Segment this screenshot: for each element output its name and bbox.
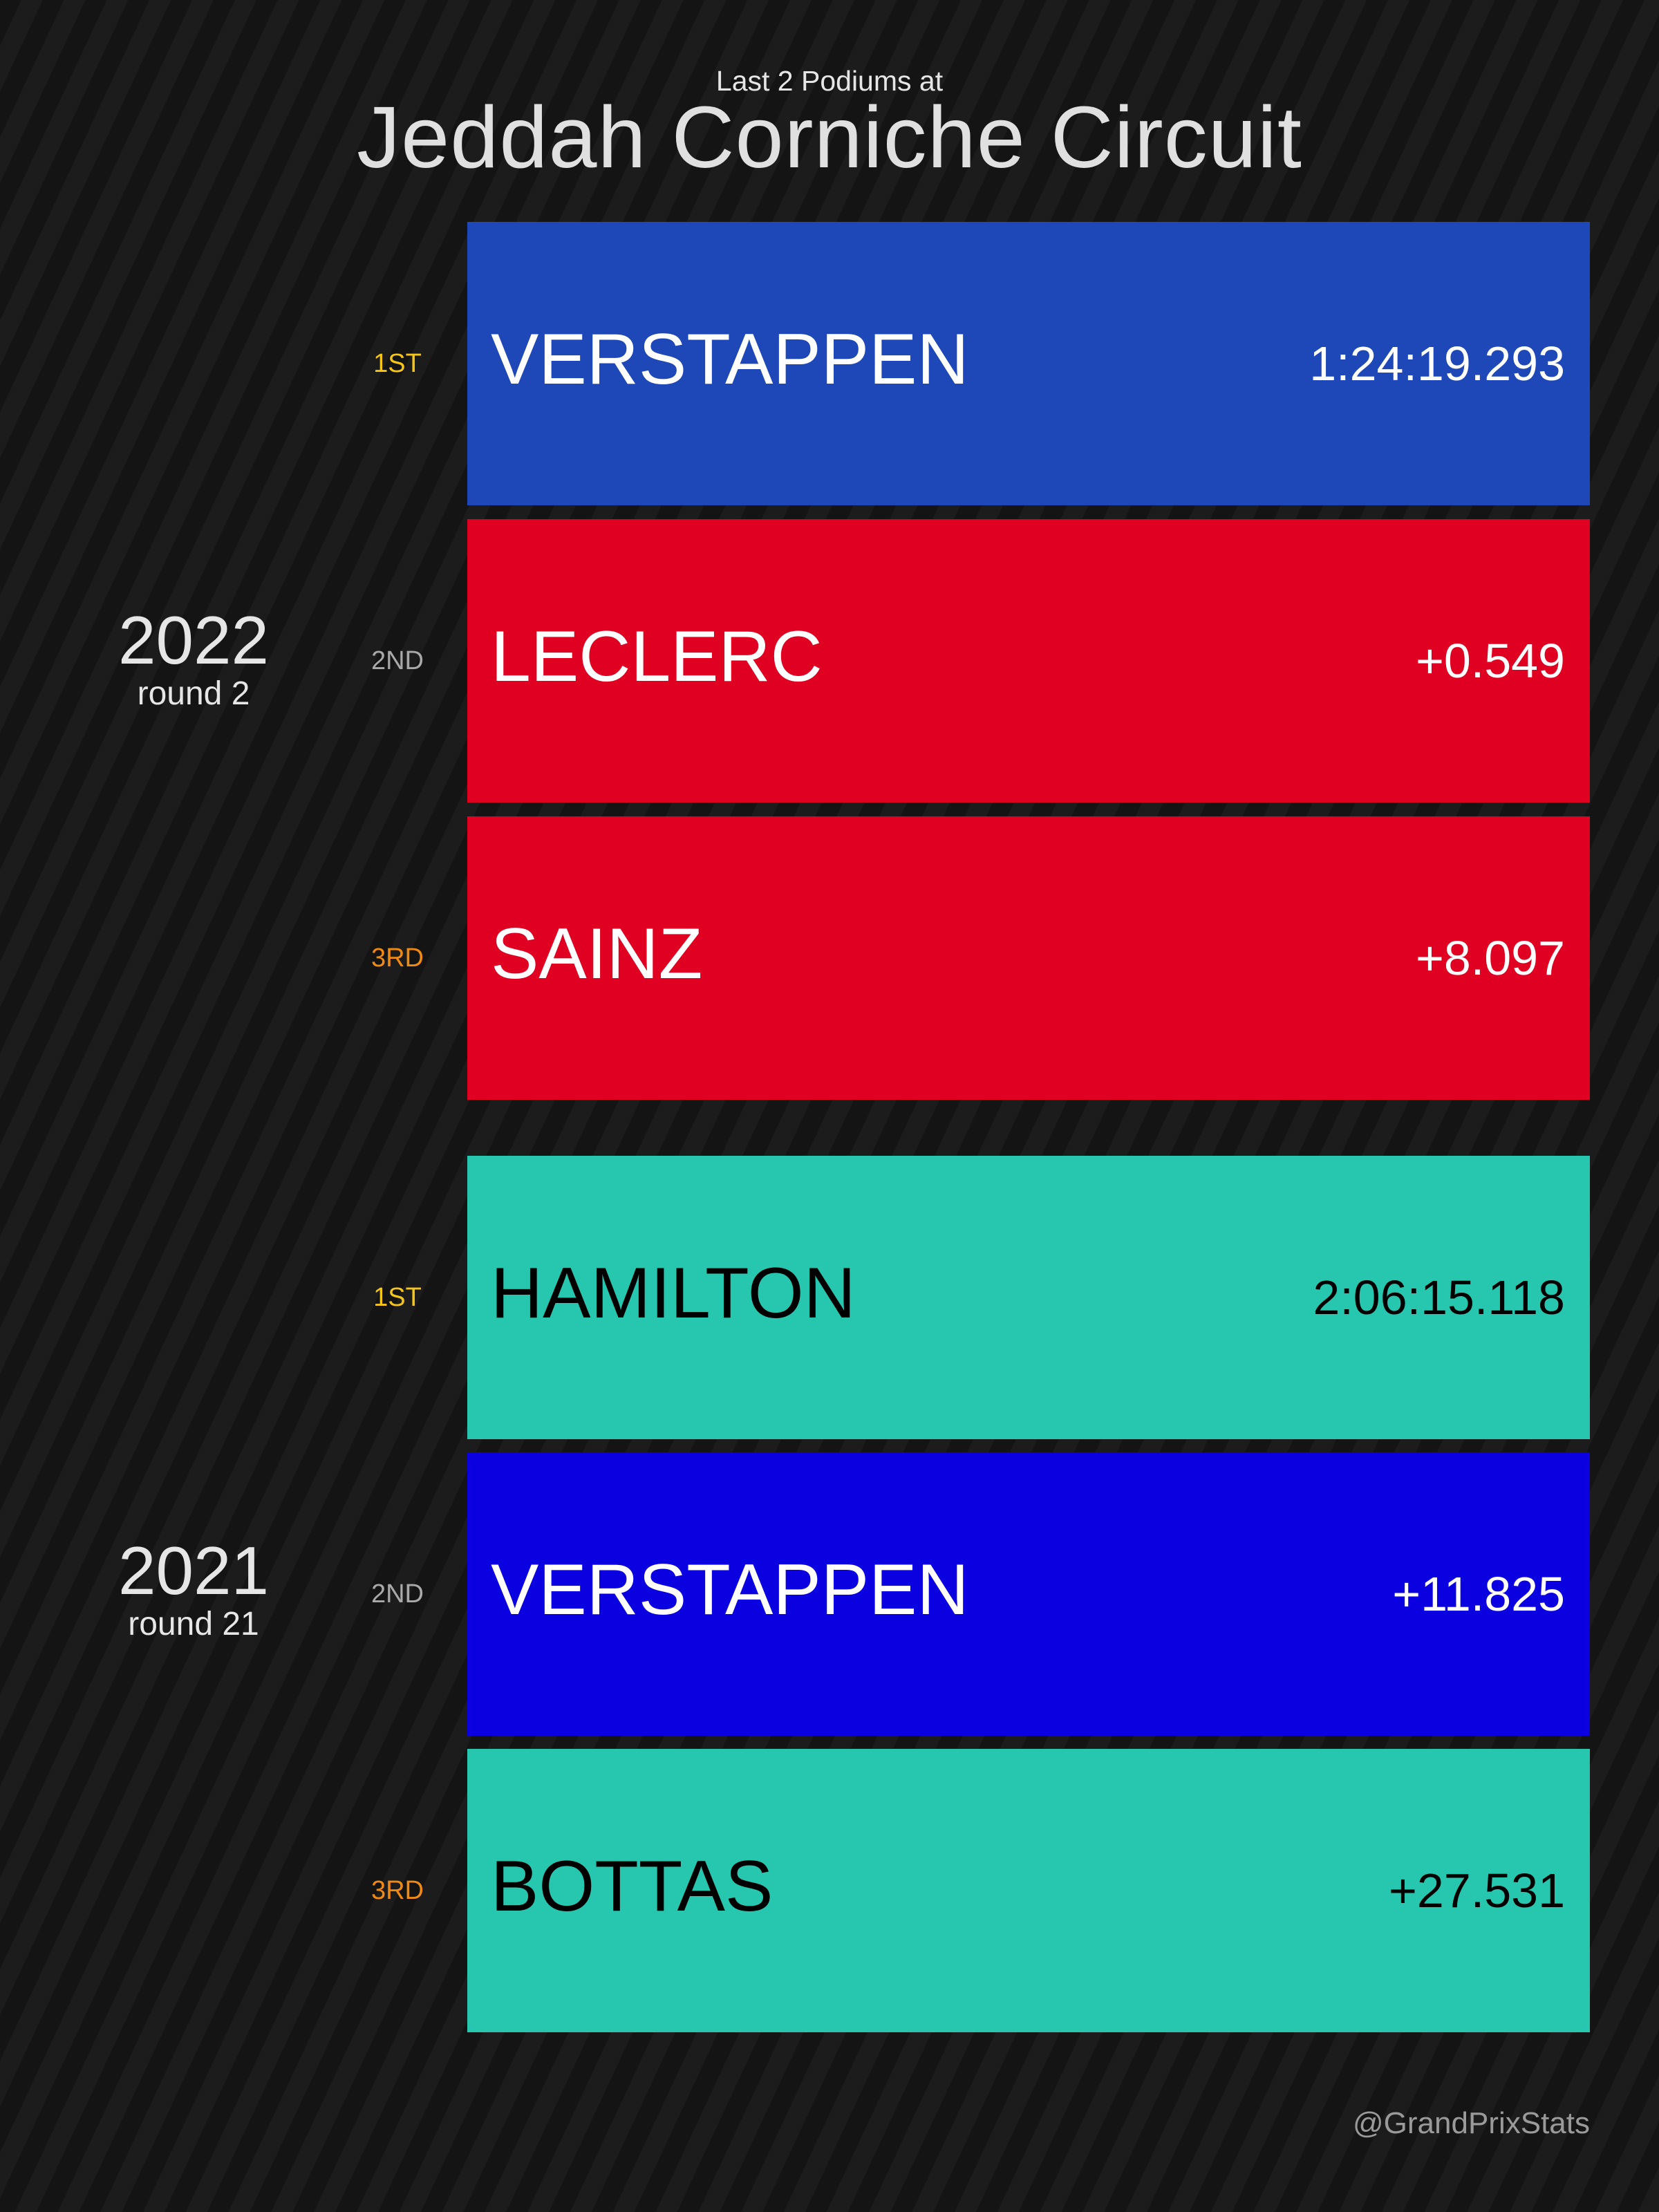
driver-name: VERSTAPPEN <box>491 319 969 400</box>
podium-row: 1ST HAMILTON 2:06:15.118 <box>0 1156 1659 1439</box>
podium-row: 3RD BOTTAS +27.531 <box>0 1749 1659 2032</box>
race-time: 1:24:19.293 <box>1309 337 1565 391</box>
race-time: +0.549 <box>1415 634 1565 688</box>
race-year: 2022 <box>118 602 269 678</box>
podium-row: 2ND VERSTAPPEN +11.825 <box>0 1452 1659 1736</box>
driver-bar: VERSTAPPEN 1:24:19.293 <box>467 222 1590 505</box>
race-time: +8.097 <box>1415 931 1565 985</box>
driver-name: VERSTAPPEN <box>491 1550 969 1630</box>
race-time: 2:06:15.118 <box>1313 1271 1565 1324</box>
race-round: round 2 <box>137 675 250 712</box>
driver-bar: VERSTAPPEN +11.825 <box>467 1452 1590 1736</box>
driver-bar: HAMILTON 2:06:15.118 <box>467 1156 1590 1439</box>
credit-handle: @GrandPrixStats <box>1353 2106 1590 2140</box>
position-label: 3RD <box>371 1876 424 1905</box>
position-label: 1ST <box>373 349 422 378</box>
podium-row: 2ND LECLERC +0.549 <box>0 519 1659 803</box>
page-title: Jeddah Corniche Circuit <box>357 88 1302 186</box>
position-label: 3RD <box>371 944 424 973</box>
driver-bar: SAINZ +8.097 <box>467 816 1590 1100</box>
race-label: 2022 round 2 <box>69 606 318 713</box>
page-subtitle: Last 2 Podiums at <box>715 65 944 97</box>
driver-name: LECLERC <box>491 617 823 697</box>
race-round: round 21 <box>128 1606 259 1642</box>
race-time: +27.531 <box>1389 1864 1565 1918</box>
race-label: 2021 round 21 <box>69 1536 318 1644</box>
driver-name: HAMILTON <box>491 1253 856 1333</box>
podium-row: 3RD SAINZ +8.097 <box>0 816 1659 1100</box>
driver-bar: LECLERC +0.549 <box>467 519 1590 803</box>
position-label: 2ND <box>371 646 424 675</box>
driver-bar: BOTTAS +27.531 <box>467 1749 1590 2032</box>
podium-row: 1ST VERSTAPPEN 1:24:19.293 <box>0 222 1659 505</box>
race-year: 2021 <box>118 1533 269 1609</box>
position-label: 2ND <box>371 1580 424 1609</box>
race-time: +11.825 <box>1392 1567 1565 1621</box>
position-label: 1ST <box>373 1283 422 1312</box>
driver-name: BOTTAS <box>491 1846 774 1927</box>
driver-name: SAINZ <box>491 914 703 994</box>
